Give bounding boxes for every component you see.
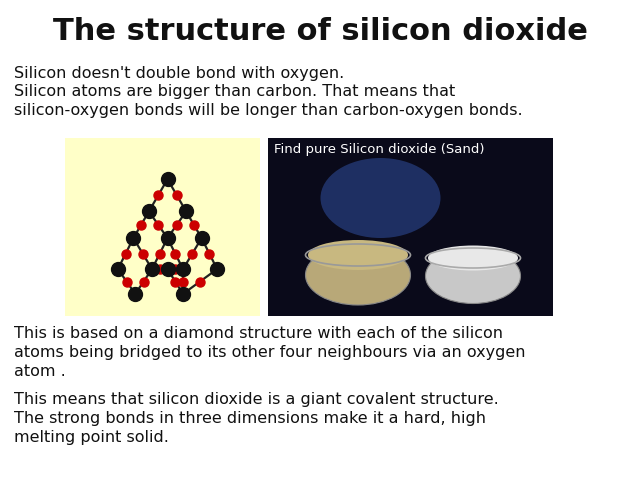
Text: Find pure Silicon dioxide (Sand): Find pure Silicon dioxide (Sand)	[274, 143, 484, 156]
Ellipse shape	[428, 245, 518, 271]
Ellipse shape	[321, 158, 440, 238]
FancyBboxPatch shape	[268, 138, 553, 316]
Ellipse shape	[308, 240, 408, 270]
Ellipse shape	[426, 249, 520, 303]
Text: Silicon atoms are bigger than carbon. That means that
silicon-oxygen bonds will : Silicon atoms are bigger than carbon. Th…	[14, 84, 523, 118]
Text: The structure of silicon dioxide: The structure of silicon dioxide	[52, 17, 588, 47]
FancyBboxPatch shape	[65, 138, 260, 316]
Text: This is based on a diamond structure with each of the silicon
atoms being bridge: This is based on a diamond structure wit…	[14, 326, 525, 379]
Text: Silicon doesn't double bond with oxygen.: Silicon doesn't double bond with oxygen.	[14, 66, 344, 81]
Text: This means that silicon dioxide is a giant covalent structure.
The strong bonds : This means that silicon dioxide is a gia…	[14, 392, 499, 445]
Ellipse shape	[305, 245, 410, 305]
